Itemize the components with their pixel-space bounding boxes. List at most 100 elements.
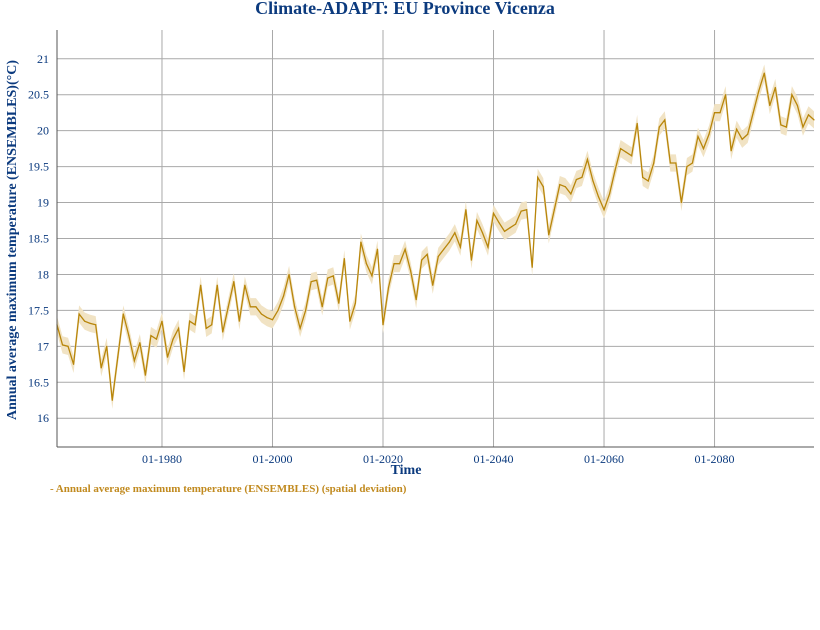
data-point [216, 284, 218, 286]
data-point [432, 284, 434, 286]
data-point [376, 248, 379, 250]
data-point [117, 356, 119, 358]
data-point [443, 248, 445, 250]
y-tick-label: 21 [37, 52, 49, 66]
data-point [205, 327, 207, 329]
y-tick-label: 18.5 [28, 232, 49, 246]
data-point [106, 345, 108, 347]
data-point [133, 360, 135, 362]
data-point [183, 370, 185, 373]
data-point [382, 324, 384, 326]
data-point [758, 90, 760, 92]
x-tick-label: 01-2020 [363, 452, 403, 466]
data-point [597, 196, 600, 198]
data-point [702, 148, 705, 150]
data-point [509, 227, 511, 229]
data-point [387, 286, 390, 288]
y-tick-label: 16 [37, 411, 49, 425]
data-point [736, 128, 738, 130]
legend-label: - Annual average maximum temperature (EN… [50, 483, 407, 495]
data-point [72, 363, 75, 365]
data-point [95, 324, 97, 326]
data-point [321, 306, 323, 308]
data-point [227, 306, 229, 308]
data-point [89, 322, 91, 324]
data-point [747, 133, 749, 135]
data-point [780, 124, 782, 126]
data-point [553, 209, 555, 211]
data-point [603, 209, 605, 211]
data-point [807, 114, 810, 116]
grid [57, 30, 814, 447]
data-point [774, 86, 776, 89]
y-tick-label: 16.5 [28, 375, 49, 389]
data-point [570, 193, 572, 195]
data-point [299, 327, 301, 329]
data-point [393, 263, 395, 265]
series-line-group [56, 72, 815, 401]
data-point [410, 270, 412, 272]
data-point [564, 186, 566, 188]
data-point [437, 255, 439, 258]
data-point [498, 222, 500, 224]
data-point [625, 151, 627, 153]
data-point [266, 316, 268, 319]
data-point [255, 306, 257, 308]
data-point [636, 122, 638, 125]
data-point [404, 248, 406, 250]
data-point [631, 155, 633, 157]
data-point [691, 162, 694, 164]
data-point [282, 295, 285, 297]
data-point [796, 104, 799, 107]
data-point [653, 162, 655, 164]
x-tick-label: 01-2000 [252, 452, 292, 466]
data-point [177, 327, 180, 329]
chart-title: Climate-ADAPT: EU Province Vicenza [255, 0, 555, 18]
data-point [288, 273, 290, 276]
data-point [586, 158, 589, 161]
data-point [542, 186, 544, 188]
data-point [675, 162, 677, 164]
data-point [813, 119, 815, 121]
data-point [244, 284, 246, 286]
data-point [708, 133, 710, 135]
legend-item[interactable]: - Annual average maximum temperature (EN… [50, 483, 406, 495]
data-point [365, 263, 368, 265]
data-point [697, 135, 699, 138]
data-point [791, 94, 793, 96]
data-point [122, 313, 124, 315]
x-tick-label: 01-1980 [142, 452, 182, 466]
data-point [327, 277, 329, 279]
data-point [680, 201, 682, 204]
y-tick-label: 20 [37, 124, 49, 138]
y-tick-label: 19.5 [28, 160, 49, 174]
data-point [200, 284, 202, 286]
data-point [128, 334, 130, 337]
data-point [658, 126, 660, 128]
data-point [100, 367, 102, 369]
data-point [769, 104, 771, 107]
deviation-band [57, 64, 814, 409]
data-point [421, 259, 423, 261]
data-point [531, 266, 533, 268]
data-point [642, 176, 644, 178]
y-tick-label: 19 [37, 196, 49, 210]
y-tick-label: 20.5 [28, 88, 49, 102]
data-point [454, 232, 456, 234]
data-point [144, 374, 147, 376]
data-point [515, 223, 517, 225]
data-point [338, 302, 340, 304]
data-point [222, 331, 224, 333]
data-point [608, 193, 611, 195]
data-point [172, 338, 174, 340]
data-point [316, 279, 318, 281]
data-point [211, 324, 213, 326]
data-point [664, 119, 666, 121]
y-tick-label: 18 [37, 267, 49, 281]
data-point [465, 209, 467, 211]
data-point [233, 281, 235, 283]
x-tick-label: 01-2080 [695, 452, 735, 466]
data-point [371, 275, 373, 277]
data-point [802, 126, 804, 128]
